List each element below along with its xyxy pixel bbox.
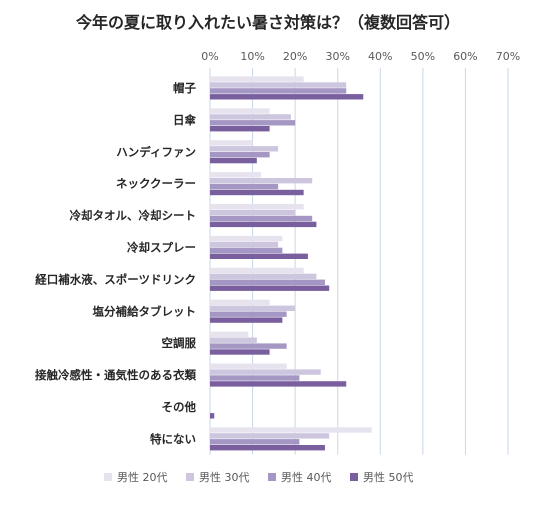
bar-6-series-2 [210, 279, 325, 285]
bar-10-series-3 [210, 413, 215, 419]
bar-6-series-1 [210, 273, 317, 280]
x-tick-label-6: 60% [453, 50, 477, 63]
bar-6-series-0 [210, 267, 304, 274]
bar-2-series-3 [210, 157, 257, 164]
bar-7-series-1 [210, 305, 296, 311]
bar-11-series-1 [210, 433, 330, 439]
bar-2-series-0 [210, 140, 253, 146]
category-label-6: 経口補水液、スポーツドリンク [35, 272, 196, 286]
x-tick-label-2: 20% [283, 50, 307, 63]
bar-1-series-0 [210, 108, 270, 114]
bar-2-series-2 [210, 152, 270, 158]
bar-11-series-2 [210, 439, 300, 445]
bar-0-series-0 [210, 76, 304, 82]
legend-label-2: 男性 40代 [281, 470, 332, 484]
category-label-9: 接触冷感性・通気性のある衣類 [35, 368, 196, 382]
x-tick-label-5: 50% [411, 50, 435, 63]
bar-5-series-0 [210, 235, 283, 242]
bar-7-series-2 [210, 311, 287, 317]
bar-0-series-1 [210, 82, 347, 88]
category-label-10: その他 [162, 400, 197, 414]
bars [210, 76, 372, 451]
category-label-5: 冷却スプレー [127, 240, 196, 254]
legend: 男性 20代 男性 30代 男性 40代 男性 50代 [104, 470, 414, 484]
category-label-3: ネッククーラー [116, 177, 196, 191]
chart-title: 今年の夏に取り入れたい暑さ対策は？（複数回答可） [75, 13, 460, 32]
bar-1-series-1 [210, 114, 291, 120]
bar-8-series-0 [210, 331, 249, 337]
bar-9-series-2 [210, 375, 300, 381]
category-label-0: 帽子 [173, 81, 196, 95]
category-label-1: 日傘 [173, 113, 196, 127]
x-tick-label-4: 40% [368, 50, 392, 63]
bar-4-series-0 [210, 204, 304, 210]
category-labels: 帽子日傘ハンディファンネッククーラー冷却タオル、冷却シート冷却スプレー経口補水液… [35, 81, 196, 446]
bar-8-series-3 [210, 349, 270, 355]
x-tick-label-0: 0% [201, 50, 218, 63]
bar-4-series-3 [210, 221, 317, 228]
category-label-7: 塩分補給タブレット [93, 304, 197, 318]
bar-2-series-1 [210, 146, 279, 152]
bar-3-series-0 [210, 172, 262, 178]
legend-swatch-1 [186, 473, 194, 481]
category-label-8: 空調服 [162, 336, 197, 350]
bar-5-series-1 [210, 241, 279, 248]
bar-7-series-0 [210, 299, 270, 306]
x-tick-label-7: 70% [496, 50, 520, 63]
bar-11-series-0 [210, 427, 372, 433]
category-label-2: ハンディファン [116, 145, 196, 159]
bar-9-series-0 [210, 363, 287, 369]
bar-3-series-2 [210, 183, 279, 190]
bar-1-series-2 [210, 120, 296, 126]
legend-swatch-0 [104, 473, 112, 481]
bar-5-series-2 [210, 247, 283, 254]
bar-5-series-3 [210, 253, 308, 259]
legend-label-1: 男性 30代 [199, 470, 250, 484]
grid-lines [209, 68, 509, 455]
bar-8-series-2 [210, 343, 287, 349]
bar-3-series-3 [210, 189, 304, 196]
x-axis-ticks: 0% 10% 20% 30% 40% 50% 60% 70% [201, 50, 520, 63]
x-tick-label-3: 30% [325, 50, 349, 63]
bar-0-series-3 [210, 94, 364, 100]
bar-9-series-3 [210, 381, 347, 387]
bar-7-series-3 [210, 317, 283, 323]
legend-label-0: 男性 20代 [117, 470, 168, 484]
bar-6-series-3 [210, 285, 330, 291]
bar-8-series-1 [210, 337, 257, 343]
bar-0-series-2 [210, 88, 347, 94]
category-label-4: 冷却タオル、冷却シート [70, 209, 197, 223]
legend-label-3: 男性 50代 [363, 470, 414, 484]
legend-swatch-2 [268, 473, 276, 481]
bar-4-series-2 [210, 215, 313, 222]
x-tick-label-1: 10% [240, 50, 264, 63]
bar-11-series-3 [210, 445, 325, 451]
legend-swatch-3 [350, 473, 358, 481]
category-label-11: 特にない [150, 432, 196, 446]
bar-9-series-1 [210, 369, 321, 375]
bar-1-series-3 [210, 126, 270, 132]
bar-3-series-1 [210, 178, 313, 184]
bar-4-series-1 [210, 209, 296, 216]
